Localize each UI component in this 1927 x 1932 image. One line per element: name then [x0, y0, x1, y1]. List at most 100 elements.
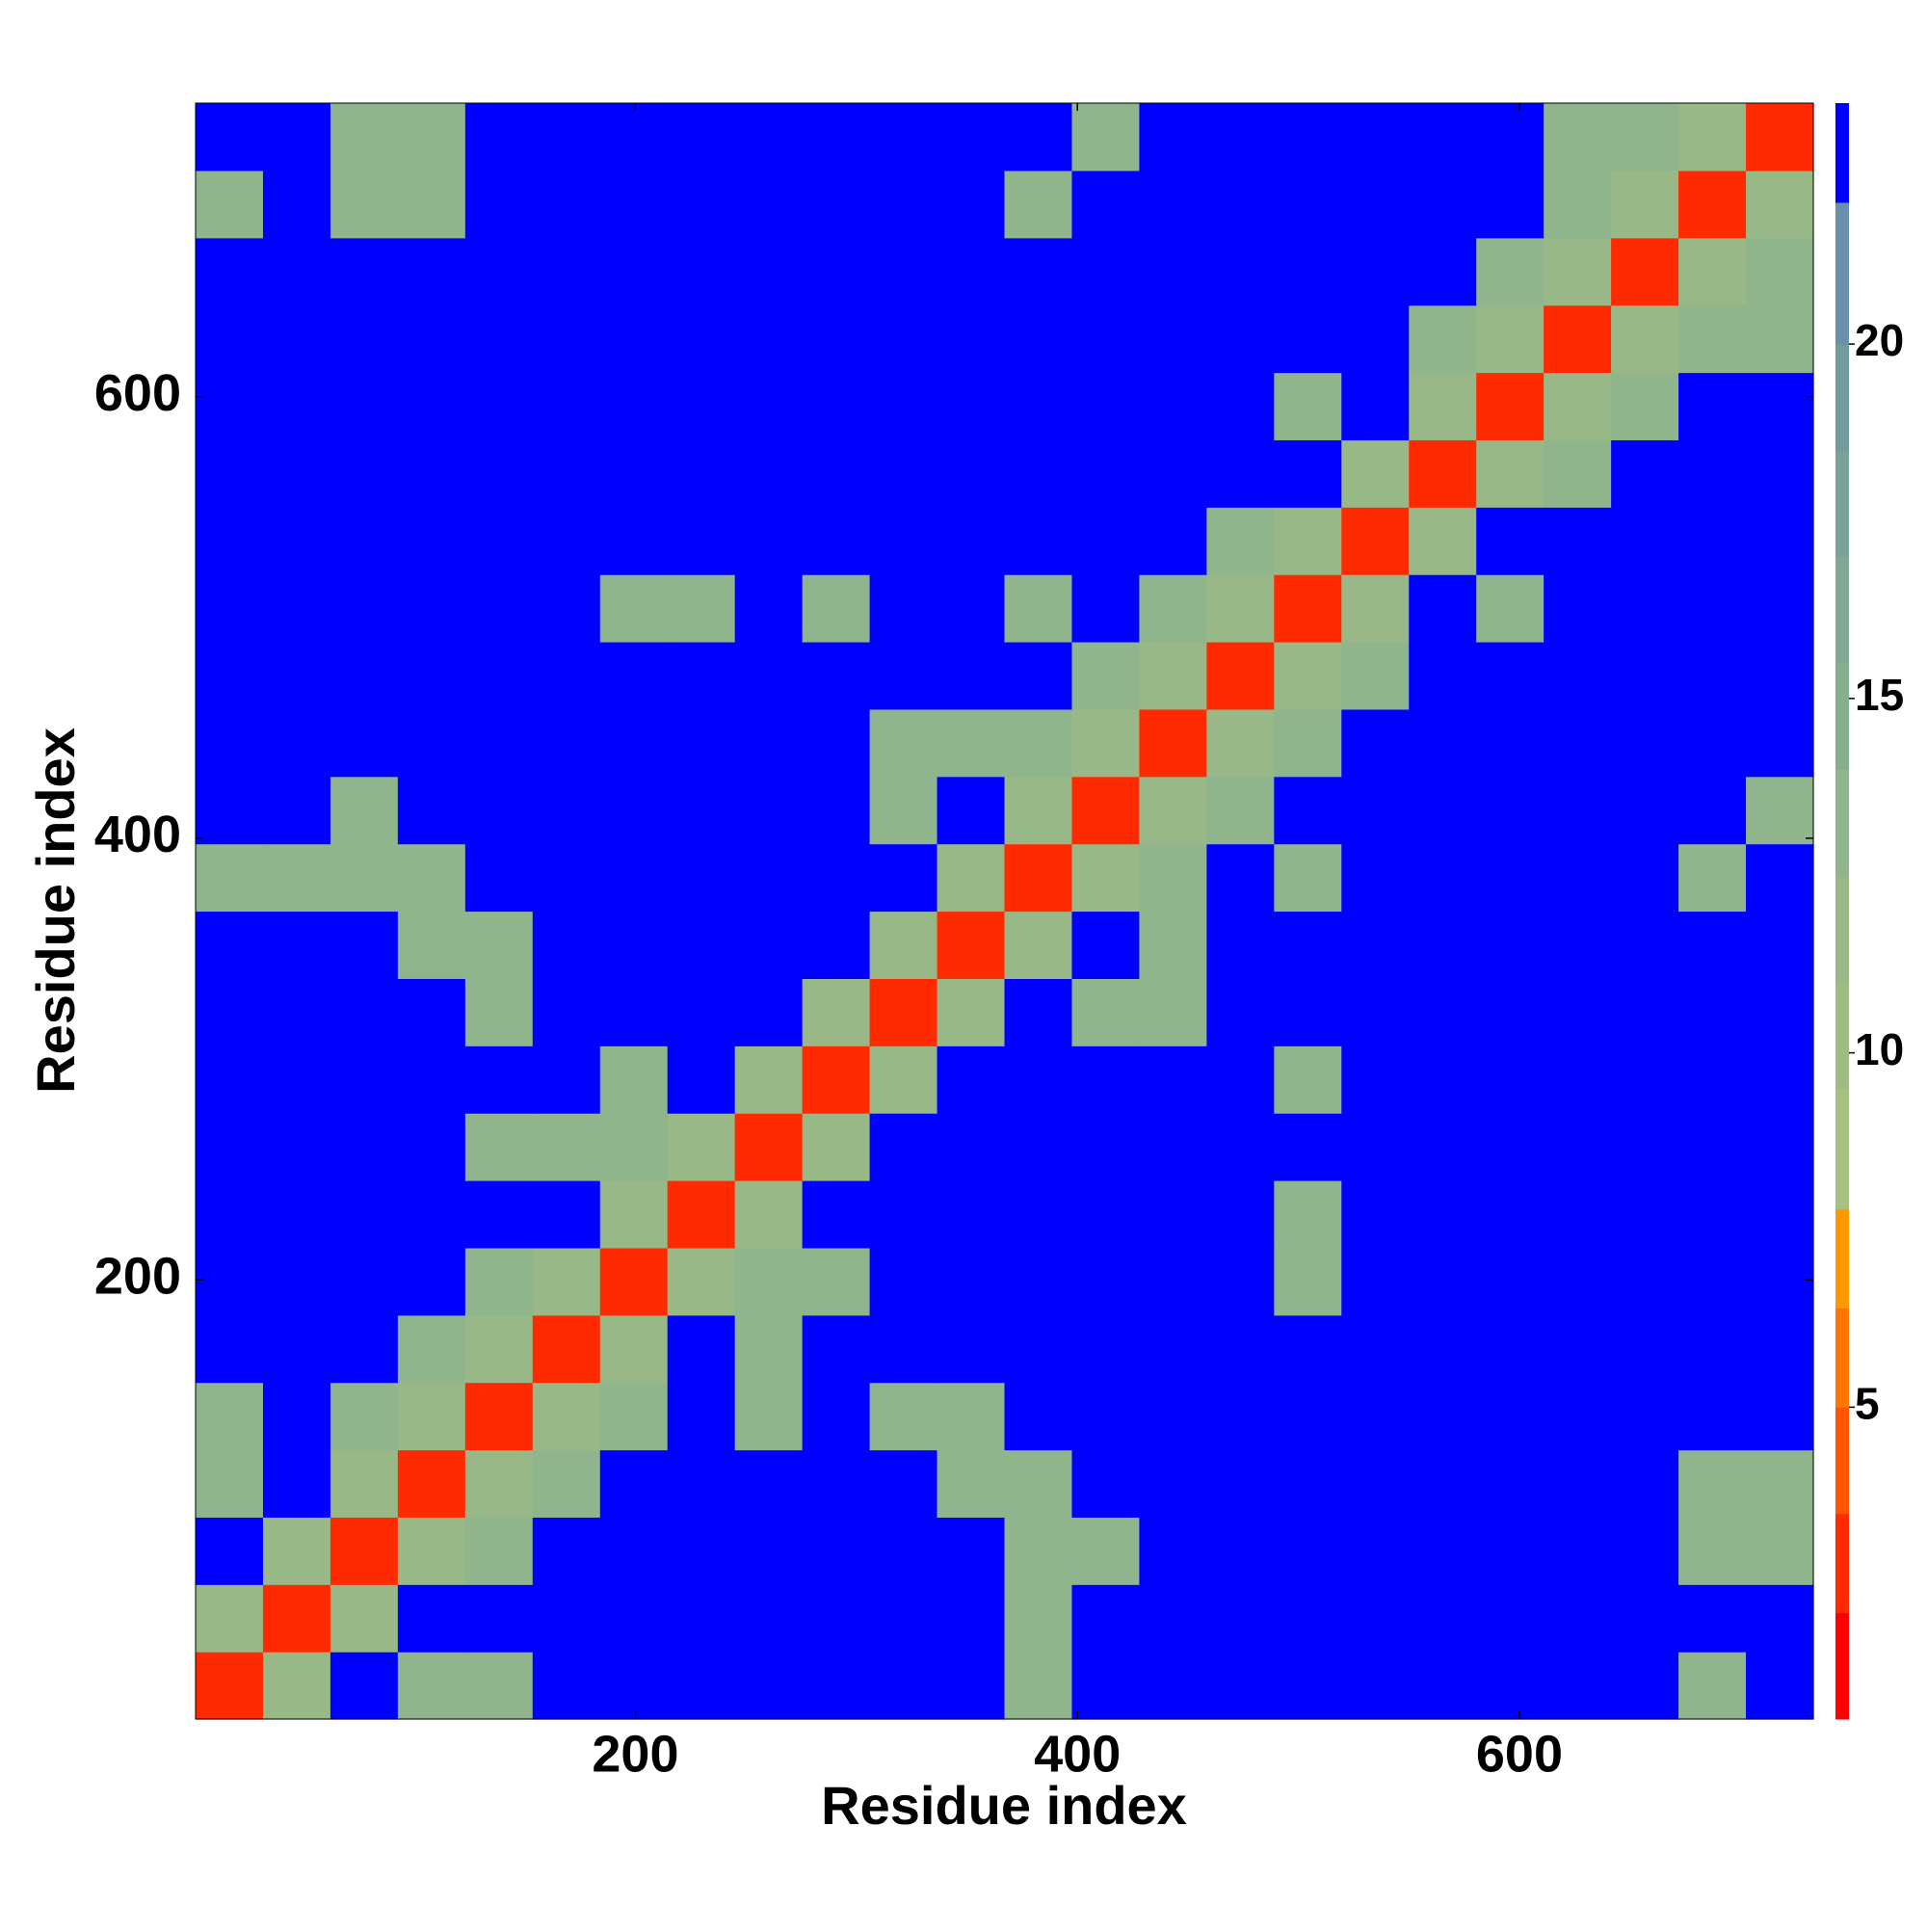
heatmap-cell — [1071, 103, 1141, 172]
heatmap-cell — [1004, 1652, 1073, 1720]
heatmap-cell — [532, 439, 601, 508]
heatmap-cell — [1341, 304, 1410, 374]
heatmap-cell — [734, 507, 804, 575]
heatmap-cell — [464, 574, 534, 643]
heatmap-cell — [464, 372, 534, 440]
heatmap-cell — [330, 1449, 399, 1518]
heatmap-cell — [667, 103, 736, 172]
heatmap-cell — [330, 304, 399, 374]
heatmap-cell — [1004, 1045, 1073, 1114]
heatmap-cell — [734, 1247, 804, 1316]
heatmap-cell — [937, 372, 1006, 440]
heatmap-cell — [1071, 708, 1141, 778]
heatmap-cell — [1274, 1382, 1342, 1451]
heatmap-cell — [937, 439, 1006, 508]
heatmap-cell — [869, 642, 938, 710]
heatmap-cell — [734, 978, 804, 1046]
heatmap-cell — [1476, 439, 1544, 508]
heatmap-cell — [196, 642, 264, 710]
heatmap-cell — [1274, 1045, 1342, 1114]
heatmap-cell — [464, 843, 534, 913]
heatmap-cell — [937, 237, 1006, 306]
heatmap-cell — [1611, 1314, 1679, 1384]
heatmap-cell — [734, 1180, 804, 1249]
heatmap-cell — [869, 978, 938, 1046]
heatmap-cell — [599, 372, 669, 440]
heatmap-cell — [1409, 708, 1477, 778]
heatmap-cell — [262, 1314, 331, 1384]
heatmap-cell — [1678, 978, 1747, 1046]
heatmap-cell — [1071, 507, 1141, 575]
heatmap-cell — [734, 911, 804, 979]
heatmap-cell — [1004, 1449, 1073, 1518]
heatmap-cell — [196, 776, 264, 845]
heatmap-cell — [1409, 103, 1477, 172]
heatmap-cell — [1544, 372, 1612, 440]
heatmap-cell — [1409, 1247, 1477, 1316]
heatmap-cell — [802, 170, 871, 239]
heatmap-cell — [1611, 1382, 1679, 1451]
heatmap-cell — [196, 1180, 264, 1249]
heatmap-cell — [532, 304, 601, 374]
heatmap-cell — [196, 1652, 264, 1720]
heatmap-cell — [599, 507, 669, 575]
heatmap-cell — [397, 1584, 466, 1653]
colorbar-band — [1835, 556, 1849, 664]
heatmap-cell — [1476, 642, 1544, 710]
heatmap-cell — [1071, 304, 1141, 374]
heatmap-cell — [1071, 1382, 1141, 1451]
y-tick-label: 200 — [94, 1247, 181, 1305]
heatmap-cell — [1611, 708, 1679, 778]
heatmap-cell — [937, 1045, 1006, 1114]
heatmap-cell — [1544, 708, 1612, 778]
heatmap-cell — [532, 103, 601, 172]
heatmap-cell — [802, 1247, 871, 1316]
heatmap-cell — [802, 1449, 871, 1518]
heatmap-cell — [599, 1449, 669, 1518]
heatmap-cell — [397, 507, 466, 575]
heatmap-cell — [532, 507, 601, 575]
heatmap-cell — [1274, 372, 1342, 440]
heatmap-cell — [1544, 1382, 1612, 1451]
heatmap-cell — [1206, 776, 1275, 845]
heatmap-cell — [1611, 1045, 1679, 1114]
heatmap-cell — [1274, 1113, 1342, 1181]
heatmap-cell — [599, 574, 669, 643]
heatmap-cell — [1678, 708, 1747, 778]
heatmap-cell — [1206, 708, 1275, 778]
heatmap-cell — [1071, 170, 1141, 239]
heatmap-cell — [330, 843, 399, 913]
heatmap-cell — [869, 1314, 938, 1384]
heatmap-cell — [1746, 372, 1814, 440]
heatmap-cell — [330, 103, 399, 172]
heatmap-cell — [1341, 978, 1410, 1046]
heatmap-cell — [1409, 574, 1477, 643]
heatmap-cell — [196, 1449, 264, 1518]
heatmap-cell — [1206, 237, 1275, 306]
heatmap-cell — [1341, 776, 1410, 845]
colorbar-band — [1835, 1612, 1849, 1720]
heatmap-cell — [1544, 1584, 1612, 1653]
heatmap-cell — [330, 978, 399, 1046]
heatmap-cell — [734, 1045, 804, 1114]
heatmap-cell — [1544, 776, 1612, 845]
heatmap-cell — [1139, 304, 1207, 374]
heatmap-cell — [1071, 1314, 1141, 1384]
heatmap-cell — [397, 103, 466, 172]
heatmap-cell — [1274, 1180, 1342, 1249]
heatmap-cell — [599, 170, 669, 239]
heatmap-cell — [1341, 574, 1410, 643]
heatmap-cell — [1476, 372, 1544, 440]
heatmap-cell — [1476, 1382, 1544, 1451]
heatmap-cell — [397, 776, 466, 845]
plot-frame — [195, 102, 1814, 1720]
heatmap-cell — [262, 1652, 331, 1720]
heatmap-cell — [937, 1314, 1006, 1384]
heatmap-cell — [397, 1180, 466, 1249]
heatmap-cell — [1611, 372, 1679, 440]
heatmap-cell — [1678, 642, 1747, 710]
heatmap-cell — [734, 776, 804, 845]
heatmap-cell — [1611, 1247, 1679, 1316]
heatmap-cell — [667, 843, 736, 913]
heatmap-cell — [262, 507, 331, 575]
